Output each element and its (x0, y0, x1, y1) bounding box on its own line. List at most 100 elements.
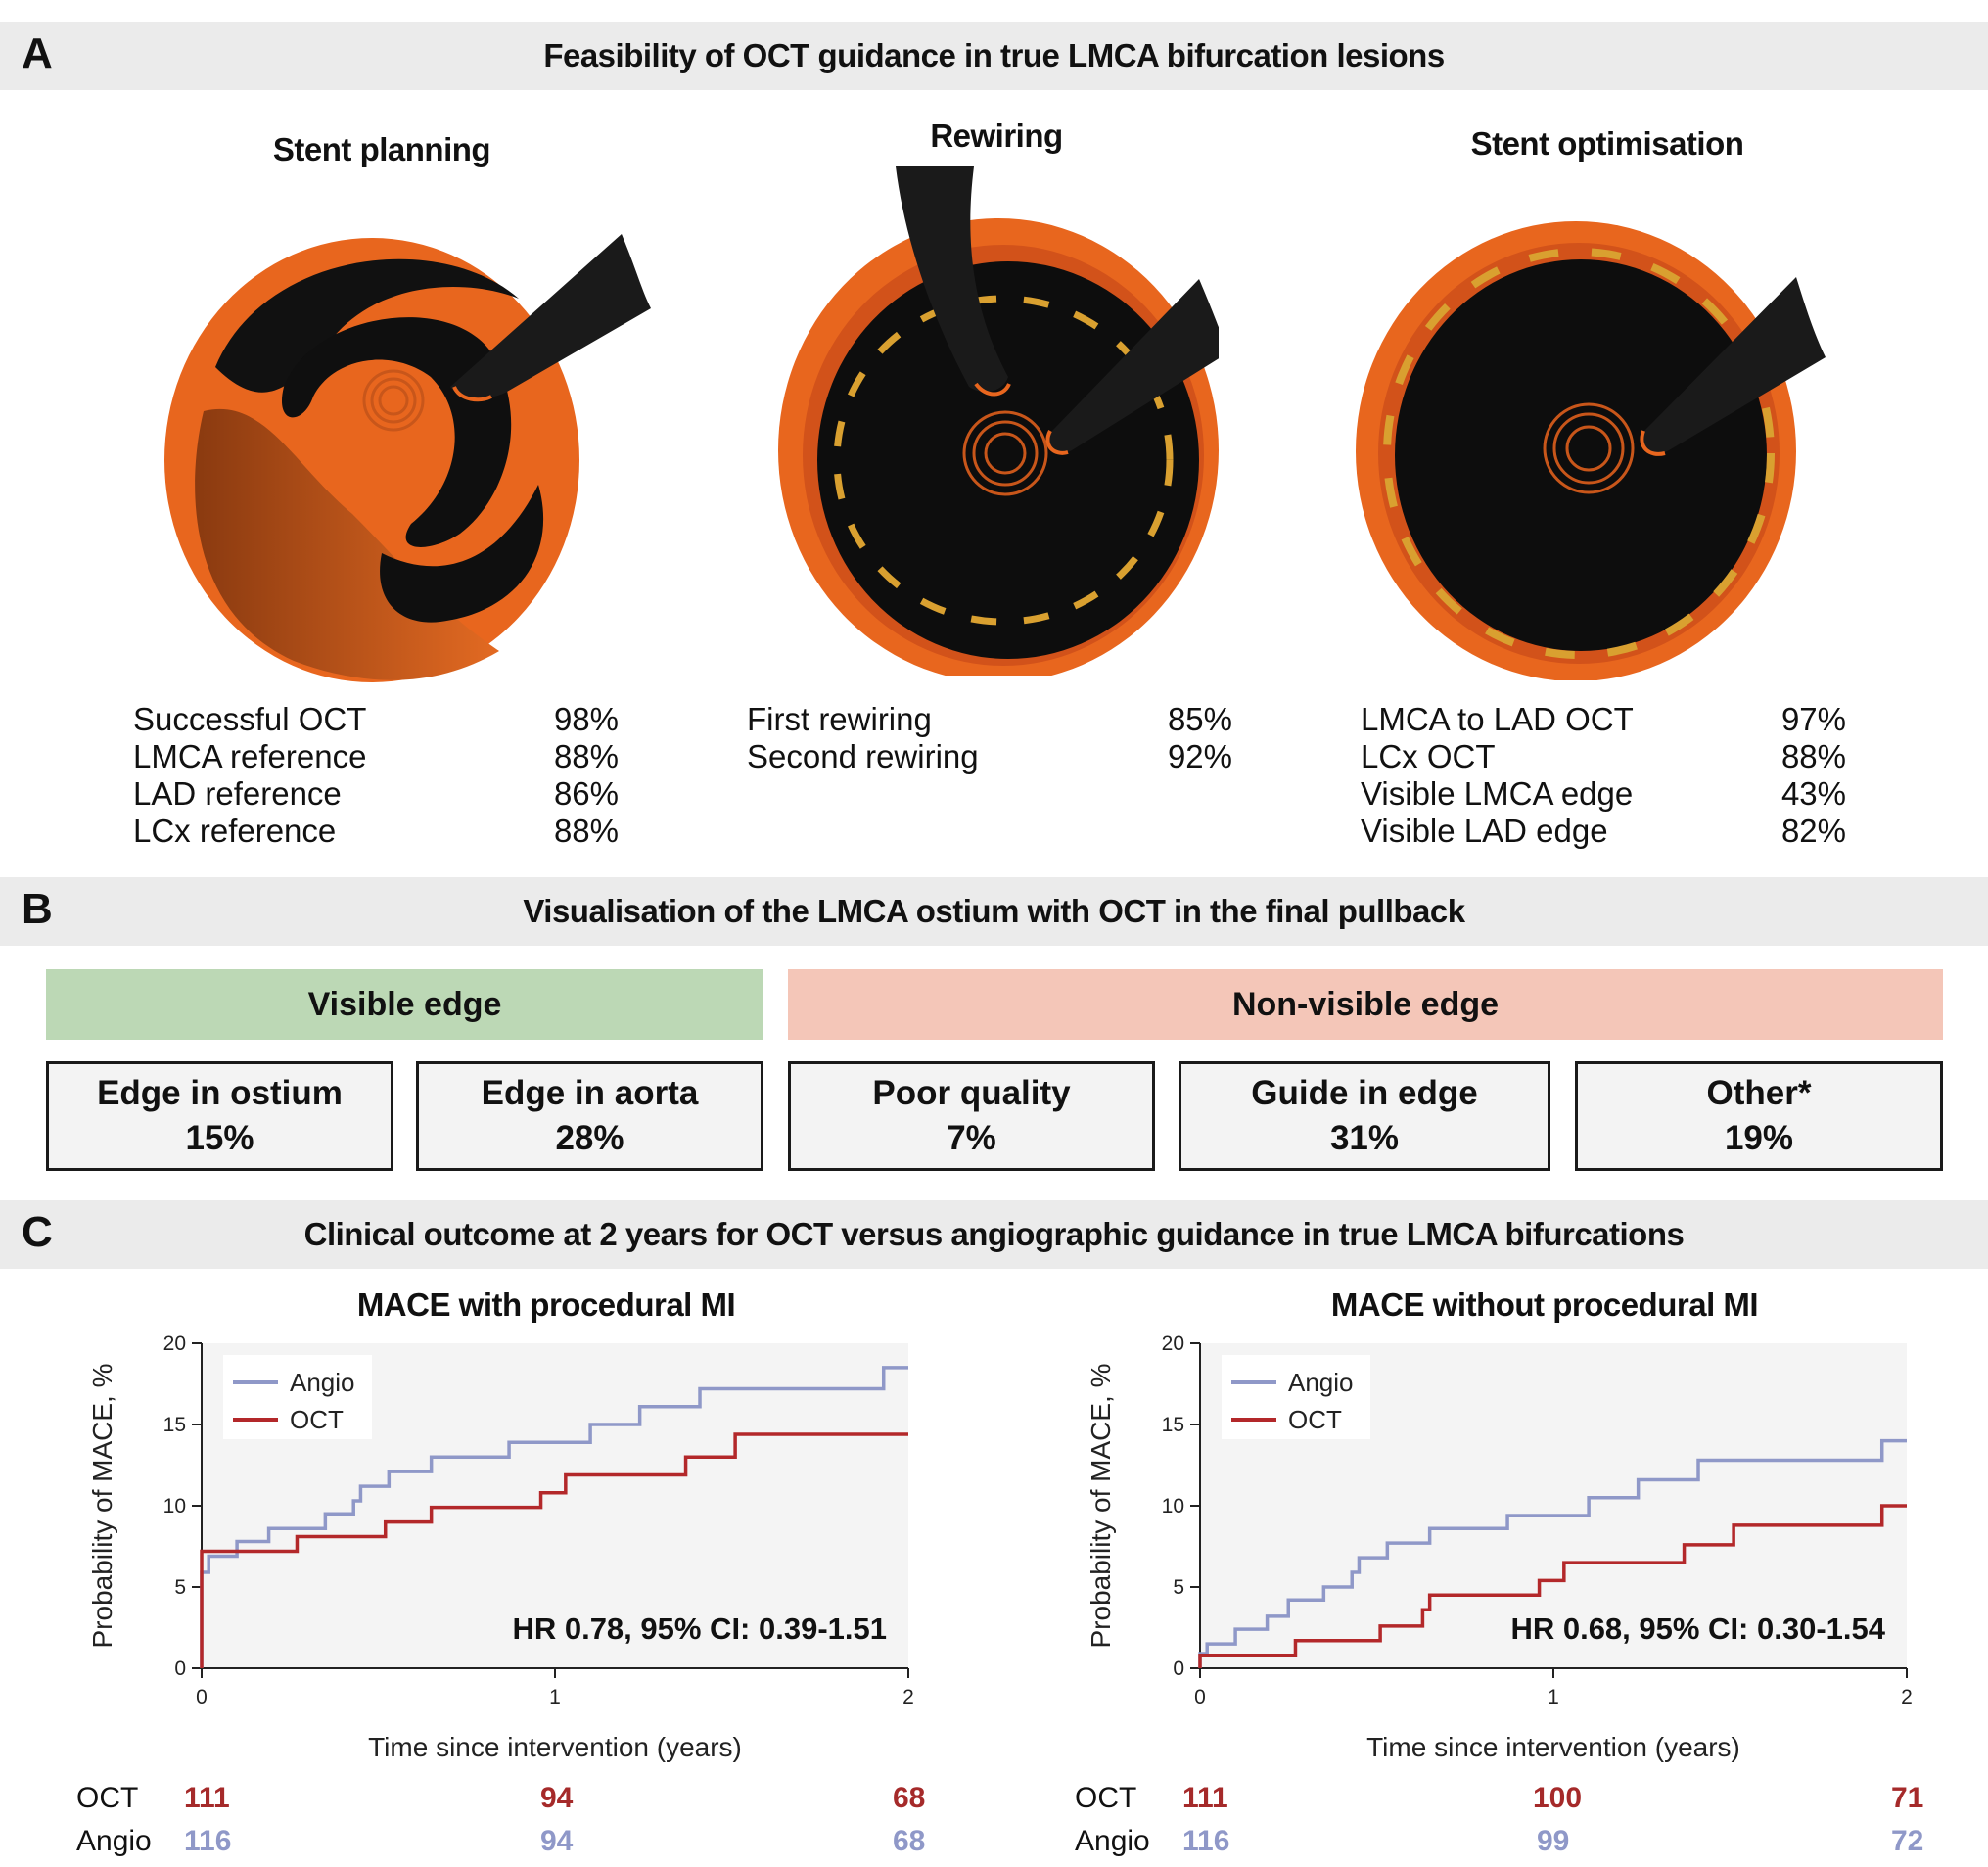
stat-label: LMCA to LAD OCT (1361, 701, 1634, 737)
non-visible-edge-category: Non-visible edge (788, 969, 1943, 1040)
stat-value: 82% (1780, 813, 1846, 849)
legend-box (223, 1355, 372, 1439)
stat-row: Visible LMCA edge 43% (1361, 775, 1846, 813)
legend-box (1222, 1355, 1370, 1439)
edge-in-ostium-box: Edge in ostium 15% (46, 1061, 393, 1171)
lumen-lower (380, 485, 544, 623)
visible-edge-category: Visible edge (46, 969, 763, 1040)
stat-label: Visible LAD edge (1361, 813, 1608, 849)
panel-c-header: C Clinical outcome at 2 years for OCT ve… (0, 1200, 1988, 1269)
rewiring-title: Rewiring (930, 117, 1063, 154)
stat-row: LAD reference 86% (133, 775, 619, 813)
km-chart-with-procedural-mi: 0 5 10 15 20 0 1 2 Time since intervention (year… (87, 1332, 914, 1762)
y-tick-label: 15 (163, 1414, 186, 1436)
risk-label-angio-1: Angio (76, 1825, 152, 1857)
stat-label: Successful OCT (133, 701, 367, 737)
legend-label-oct: OCT (1288, 1405, 1342, 1434)
risk-oct-t1-1: 94 (540, 1782, 574, 1814)
stat-label: Second rewiring (747, 738, 979, 774)
risk-label-oct-1: OCT (76, 1782, 139, 1814)
series-line-angio (200, 1366, 908, 1668)
stent-struts (833, 295, 1174, 626)
box-label: Guide in edge (1251, 1074, 1478, 1112)
risk-oct-t2-2: 71 (1891, 1782, 1924, 1814)
stat-row: LCx reference 88% (133, 813, 619, 850)
y-tick-label: 10 (163, 1495, 186, 1517)
stat-label: LCx reference (133, 813, 337, 849)
y-tick-label: 5 (1173, 1576, 1184, 1599)
box-value: 31% (1329, 1119, 1400, 1157)
lumen (1395, 259, 1767, 651)
lumen (817, 261, 1199, 659)
y-tick-label: 20 (163, 1332, 186, 1355)
y-axis-label: Probability of MACE, % (1086, 1364, 1116, 1649)
x-axis-label: Time since intervention (years) (1366, 1732, 1740, 1762)
km-chart-without-procedural-mi: 0 5 10 15 20 0 1 2 Time since intervention (year… (1086, 1332, 1913, 1762)
panel-a-title: Feasibility of OCT guidance in true LMCA… (543, 37, 1445, 73)
stat-label: LMCA reference (133, 738, 367, 774)
stat-row: LMCA to LAD OCT 97% (1361, 701, 1846, 738)
x-tick-label: 1 (1548, 1686, 1559, 1708)
risk-angio-t0-2: 116 (1182, 1825, 1230, 1857)
x-tick-label: 2 (1901, 1686, 1913, 1708)
series-line-oct (200, 1432, 908, 1668)
stat-row: First rewiring 85% (747, 701, 1232, 738)
rewiring-illustration (778, 166, 1219, 676)
stat-value: 88% (553, 738, 619, 774)
guide-in-edge-box: Guide in edge 31% (1179, 1061, 1550, 1171)
risk-angio-t1-2: 99 (1537, 1825, 1570, 1857)
poor-quality-box: Poor quality 7% (788, 1061, 1155, 1171)
y-tick-label: 5 (174, 1576, 186, 1599)
legend-label-angio: Angio (290, 1368, 355, 1397)
legend-label-oct: OCT (290, 1405, 344, 1434)
legend: Angio OCT (1222, 1355, 1370, 1439)
stat-row: Visible LAD edge 82% (1361, 813, 1846, 850)
stat-label: LCx OCT (1361, 738, 1496, 774)
stat-row: Second rewiring 92% (747, 738, 1232, 775)
stent-optimisation-title: Stent optimisation (1470, 125, 1744, 162)
stat-row: LMCA reference 88% (133, 738, 619, 775)
box-label: Edge in aorta (481, 1074, 699, 1112)
stent-optimisation-stats: LMCA to LAD OCT 97% LCx OCT 88% Visible LM… (1361, 701, 1846, 850)
panel-b-letter: B (22, 885, 53, 933)
stent-struts (1383, 248, 1775, 659)
stat-value: 43% (1780, 775, 1846, 812)
panel-c-letter: C (22, 1208, 53, 1256)
hazard-ratio-annotation: HR 0.78, 95% CI: 0.39-1.51 (512, 1611, 887, 1646)
stat-value: 97% (1780, 701, 1846, 737)
stat-label: First rewiring (747, 701, 932, 737)
risk-oct-t1-2: 100 (1533, 1782, 1583, 1814)
guide-catheter (1641, 277, 1826, 454)
hazard-ratio-annotation: HR 0.68, 95% CI: 0.30-1.54 (1510, 1611, 1885, 1646)
x-tick-label: 2 (902, 1686, 914, 1708)
risk-label-oct-2: OCT (1075, 1782, 1137, 1814)
lumen-crescent-top (215, 258, 519, 393)
y-axis-label: Probability of MACE, % (87, 1364, 117, 1649)
risk-angio-t2-1: 68 (893, 1825, 926, 1857)
stent-planning-illustration (164, 234, 651, 682)
risk-oct-t0-2: 111 (1182, 1782, 1228, 1814)
y-tick-label: 20 (1162, 1332, 1184, 1355)
box-label: Edge in ostium (97, 1074, 343, 1112)
stat-value: 88% (553, 813, 619, 849)
panel-a-header: A Feasibility of OCT guidance in true LM… (0, 22, 1988, 90)
risk-oct-t2-1: 68 (893, 1782, 926, 1814)
y-tick-label: 15 (1162, 1414, 1184, 1436)
box-value: 28% (555, 1119, 624, 1157)
series-line-oct (1198, 1504, 1907, 1668)
stat-value: 98% (553, 701, 619, 737)
rewiring-stats: First rewiring 85% Second rewiring 92% (747, 701, 1232, 775)
edge-in-aorta-box: Edge in aorta 28% (416, 1061, 763, 1171)
chart-2-title: MACE without procedural MI (1330, 1286, 1759, 1323)
wire-catheter-1 (896, 166, 1008, 393)
risk-oct-t0-1: 111 (184, 1782, 230, 1814)
risk-angio-t2-2: 72 (1891, 1825, 1924, 1857)
y-tick-label: 0 (174, 1657, 186, 1680)
lumen-crescent (281, 317, 512, 547)
stat-row: Successful OCT 98% (133, 701, 619, 738)
box-label: Other* (1706, 1074, 1812, 1112)
stent-planning-title: Stent planning (272, 131, 491, 167)
box-value: 19% (1724, 1119, 1794, 1157)
risk-angio-t0-1: 116 (184, 1825, 232, 1857)
panel-b-title: Visualisation of the LMCA ostium with OC… (523, 893, 1465, 929)
